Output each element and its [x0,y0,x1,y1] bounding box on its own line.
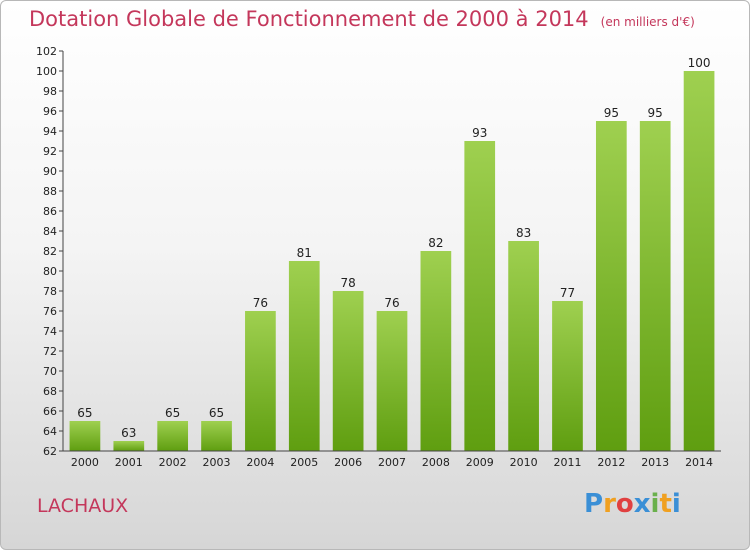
bar-2013 [639,121,671,451]
commune-name: LACHAUX [37,495,129,517]
x-tick-label-2010: 2010 [510,456,538,469]
logo-letter: P [584,489,604,519]
value-label-2011: 77 [560,286,575,300]
y-tick-label: 84 [43,225,57,238]
x-tick-label-2003: 2003 [203,456,231,469]
y-tick-label: 90 [43,165,57,178]
bar-2011 [552,301,583,451]
y-tick-label: 96 [43,105,57,118]
x-tick-label-2002: 2002 [159,456,187,469]
x-tick-label-2013: 2013 [641,456,669,469]
bar-2010 [508,241,539,451]
y-tick-label: 92 [43,145,57,158]
value-label-2009: 93 [472,126,487,140]
bar-2005 [288,261,320,451]
value-label-2001: 63 [121,426,136,440]
y-axis: 62 64 66 68 70 72 74 76 78 80 82 84 86 88 90 92 94 96 98 10… [36,45,64,458]
proxiti-logo: Proxiti [584,489,681,519]
value-label-2007: 76 [384,296,399,310]
bar-2009 [464,141,496,451]
value-label-2013: 95 [648,106,663,120]
y-tick-label: 76 [43,305,57,318]
chart-title: Dotation Globale de Fonctionnement de 20… [29,7,695,31]
logo-letter: r [603,489,616,519]
logo-letter: o [615,489,634,519]
value-label-2008: 82 [428,236,443,250]
bar-2002 [157,421,189,451]
value-label-2014: 100 [688,56,711,70]
x-tick-label-2004: 2004 [246,456,274,469]
y-tick-label: 66 [43,405,57,418]
x-axis: 2000 2001 2002 2003 2004 2005 2006 2007 2008 2009… [63,450,721,469]
x-tick-label-2005: 2005 [290,456,318,469]
y-tick-label: 68 [43,385,57,398]
x-tick-label-2012: 2012 [597,456,625,469]
value-label-2000: 65 [77,406,92,420]
value-label-2006: 78 [340,276,355,290]
bar-2006 [332,291,364,451]
value-label-2004: 76 [253,296,268,310]
value-label-2010: 83 [516,226,531,240]
y-tick-label: 82 [43,245,57,258]
y-tick-label: 72 [43,345,57,358]
value-label-2012: 95 [604,106,619,120]
value-label-2002: 65 [165,406,180,420]
y-tick-label: 88 [43,185,57,198]
x-tick-label-2009: 2009 [466,456,494,469]
bar-2003 [201,421,232,451]
x-tick-label-2007: 2007 [378,456,406,469]
logo-letter: i [650,489,660,519]
x-tick-label-2011: 2011 [553,456,581,469]
y-tick-label: 74 [43,325,57,338]
y-tick-label: 86 [43,205,57,218]
bars: 65 63 65 65 76 81 78 76 82 93 83 77 95 95 100 [69,56,715,451]
bar-2014 [683,71,715,451]
y-tick-label: 80 [43,265,57,278]
y-tick-label: 100 [36,65,57,78]
logo-letter: t [659,489,672,519]
x-tick-label-2001: 2001 [115,456,143,469]
x-tick-label-2006: 2006 [334,456,362,469]
value-label-2005: 81 [297,246,312,260]
bar-2007 [376,311,408,451]
y-tick-label: 98 [43,85,57,98]
x-tick-label-2000: 2000 [71,456,99,469]
y-tick-label: 70 [43,365,57,378]
bar-2000 [69,421,101,451]
y-tick-label: 78 [43,285,57,298]
x-tick-label-2014: 2014 [685,456,713,469]
y-tick-label: 102 [36,45,57,58]
bar-2001 [113,441,145,451]
x-tick-label-2008: 2008 [422,456,450,469]
chart-title-text: Dotation Globale de Fonctionnement de 20… [29,7,589,31]
bar-2004 [245,311,276,451]
value-label-2003: 65 [209,406,224,420]
y-tick-label: 94 [43,125,57,138]
y-tick-label: 64 [43,425,57,438]
logo-letter: i [671,489,681,519]
bar-2012 [595,121,627,451]
y-tick-label: 62 [43,445,57,458]
bar-2008 [420,251,452,451]
unit-note: (en milliers d'€) [600,15,695,29]
logo-letter: x [633,489,651,519]
